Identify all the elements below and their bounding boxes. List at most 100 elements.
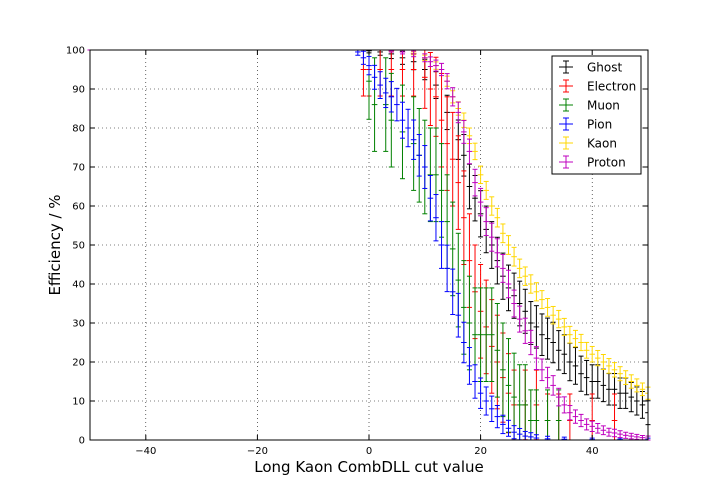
x-axis-label: Long Kaon CombDLL cut value (254, 458, 483, 476)
data-point (561, 334, 568, 375)
x-tick-label: 20 (474, 446, 487, 457)
data-point (583, 341, 590, 359)
data-point (466, 138, 473, 165)
data-point (516, 305, 523, 333)
data-point (483, 207, 489, 237)
data-point (522, 317, 529, 344)
data-point (544, 298, 551, 317)
data-point (634, 378, 640, 393)
data-point (583, 359, 590, 396)
data-point (505, 419, 512, 437)
legend-item-proton: Proton (559, 155, 626, 170)
data-point (466, 347, 473, 385)
data-point (483, 287, 489, 382)
legend-item-muon: Muon (559, 98, 620, 113)
legend-item-pion: Pion (559, 117, 612, 132)
data-point (622, 370, 629, 385)
data-point (600, 354, 607, 370)
data-point (433, 194, 439, 242)
y-tick-label: 10 (72, 397, 85, 408)
legend: Ghost Electron Muon Pion Kaon Proton (551, 55, 642, 175)
data-point (583, 418, 590, 431)
data-point (589, 345, 595, 363)
data-point (488, 287, 495, 382)
y-tick-label: 50 (72, 241, 85, 252)
data-point (405, 108, 411, 148)
data-point (572, 329, 579, 348)
data-point (444, 73, 450, 90)
data-point (416, 134, 423, 177)
data-point (516, 258, 523, 279)
legend-box (551, 55, 642, 175)
data-point (461, 170, 467, 265)
data-point (433, 59, 439, 72)
data-point (539, 313, 545, 356)
data-point (544, 317, 551, 360)
data-point (494, 404, 501, 429)
data-point (410, 50, 417, 58)
data-point (500, 253, 506, 283)
data-point (522, 266, 529, 286)
data-point (388, 81, 395, 113)
series-proton (87, 49, 651, 441)
data-point (500, 223, 506, 244)
y-tick-label: 40 (72, 280, 85, 291)
y-tick-label: 60 (72, 202, 85, 213)
data-point (578, 355, 584, 392)
data-point (399, 101, 406, 139)
data-point (422, 145, 428, 189)
data-point (550, 321, 556, 364)
data-point (555, 309, 562, 329)
data-point (461, 119, 467, 144)
data-point (377, 71, 383, 99)
data-point (606, 358, 612, 374)
data-point (539, 358, 545, 382)
data-point (572, 409, 579, 424)
data-point (494, 238, 501, 268)
data-point (578, 413, 584, 428)
data-point (488, 196, 495, 216)
data-point (594, 423, 601, 434)
data-point (472, 168, 478, 197)
data-point (622, 431, 629, 439)
data-point (472, 142, 478, 161)
data-point (360, 50, 367, 65)
data-point (500, 414, 506, 435)
data-point (427, 56, 434, 67)
data-point (578, 333, 584, 352)
data-point (477, 165, 484, 185)
data-point (449, 87, 456, 107)
data-point (366, 55, 372, 76)
data-point (477, 377, 484, 409)
data-point (461, 321, 467, 364)
data-point (617, 366, 623, 382)
data-point (617, 430, 623, 439)
legend-label: Pion (587, 118, 612, 132)
y-tick-label: 90 (72, 85, 85, 96)
data-point (483, 386, 489, 416)
legend-label: Ghost (587, 61, 622, 75)
legend-label: Muon (587, 99, 620, 113)
data-point (477, 187, 484, 217)
data-point (567, 405, 573, 421)
legend-item-electron: Electron (559, 79, 636, 94)
data-point (455, 101, 462, 124)
data-point (555, 330, 562, 371)
data-point (505, 235, 512, 255)
y-tick-label: 20 (72, 358, 85, 369)
data-point (483, 180, 489, 200)
data-point (550, 305, 556, 325)
data-point (511, 289, 517, 318)
legend-label: Electron (587, 80, 636, 94)
y-tick-label: 0 (79, 436, 85, 447)
data-point (611, 362, 618, 378)
data-point (449, 268, 456, 316)
data-point (567, 325, 573, 344)
y-tick-label: 30 (72, 319, 85, 330)
data-point (550, 375, 556, 396)
y-tick-label: 80 (72, 124, 85, 135)
data-point (606, 427, 612, 437)
data-point (455, 135, 462, 230)
data-point (561, 317, 568, 336)
